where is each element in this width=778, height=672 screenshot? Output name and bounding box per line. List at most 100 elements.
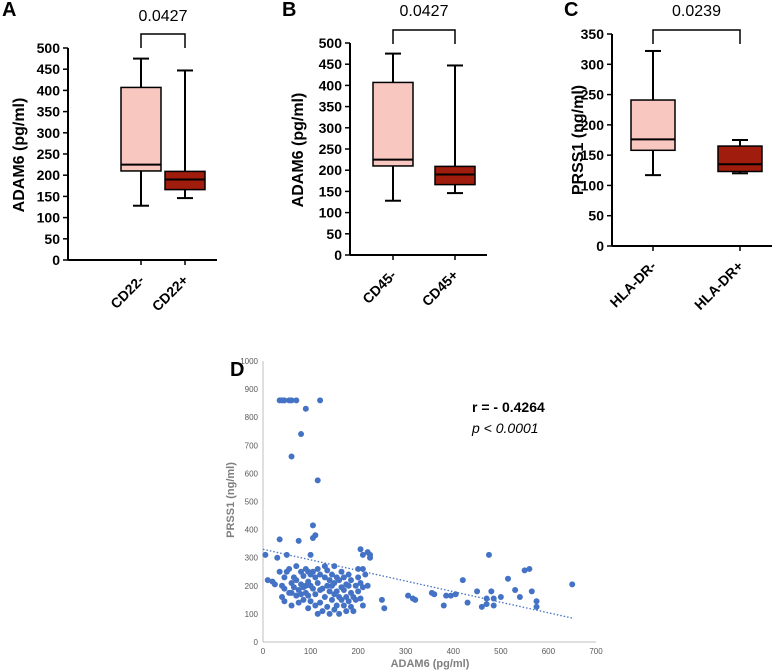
scatter-point bbox=[317, 599, 324, 606]
scatter-y-tick-label: 900 bbox=[245, 385, 259, 394]
scatter-point bbox=[298, 431, 305, 438]
scatter-point bbox=[378, 596, 385, 603]
category-label: HLA-DR- bbox=[607, 258, 660, 311]
scatter-point bbox=[431, 591, 438, 598]
scatter-x-tick-label: 700 bbox=[589, 647, 603, 656]
scatter-point bbox=[293, 592, 300, 599]
scatter-point bbox=[355, 588, 362, 595]
scatter-x-tick-label: 500 bbox=[494, 647, 508, 656]
scatter-y-tick-label: 800 bbox=[245, 413, 259, 422]
scatter-x-tick-label: 0 bbox=[261, 647, 266, 656]
panel-b: B ADAM6 (pg/ml) 0 50 100 150 200 250 300 350 400… bbox=[282, 0, 487, 309]
scatter-point bbox=[333, 588, 340, 595]
scatter-point bbox=[326, 588, 333, 595]
scatter-point bbox=[364, 582, 371, 589]
scatter-point bbox=[348, 577, 355, 584]
scatter-point bbox=[293, 577, 300, 584]
panel-a: A ADAM6 (pg/ml) 0 50 100 150 200 250 300 350 400… bbox=[2, 0, 217, 314]
y-tick-label: 250 bbox=[581, 87, 605, 103]
scatter-point bbox=[464, 599, 471, 606]
scatter-point bbox=[283, 551, 290, 558]
y-tick-label: 0 bbox=[52, 252, 60, 268]
scatter-point bbox=[288, 589, 295, 596]
scatter-point bbox=[300, 596, 307, 603]
significance-bracket bbox=[140, 33, 186, 48]
significance-bracket bbox=[652, 29, 741, 44]
y-tick-label: 250 bbox=[319, 141, 343, 157]
scatter-point bbox=[290, 584, 297, 591]
panel-letter-a: A bbox=[2, 0, 16, 21]
scatter-point bbox=[412, 596, 419, 603]
scatter-point bbox=[317, 571, 324, 578]
y-tick-label: 350 bbox=[319, 99, 343, 115]
scatter-point bbox=[307, 598, 314, 605]
y-tick-label: 200 bbox=[581, 117, 605, 133]
box-hla-dr- bbox=[630, 49, 676, 177]
box-iqr bbox=[120, 86, 162, 172]
y-tick-label: 350 bbox=[37, 104, 61, 120]
scatter-point bbox=[324, 567, 331, 574]
y-tick-label: 100 bbox=[581, 177, 605, 193]
significance-bracket bbox=[392, 29, 456, 44]
scatter-point bbox=[478, 603, 485, 610]
y-tick-label: 400 bbox=[37, 82, 61, 98]
p-value-label: 0.0427 bbox=[139, 8, 188, 25]
panel-c-y-axis-label: PRSS1 (ng/ml) bbox=[570, 85, 587, 195]
scatter-point bbox=[300, 572, 307, 579]
scatter-point bbox=[309, 568, 316, 575]
scatter-point bbox=[569, 581, 576, 588]
scatter-point bbox=[288, 397, 295, 404]
box-iqr bbox=[434, 165, 476, 186]
scatter-point bbox=[488, 588, 495, 595]
scatter-point bbox=[359, 565, 366, 572]
y-tick-label: 100 bbox=[319, 205, 343, 221]
scatter-point bbox=[309, 522, 316, 529]
scatter-point bbox=[343, 608, 350, 615]
y-tick-label: 50 bbox=[44, 231, 60, 247]
p-value-label: 0.0239 bbox=[672, 3, 721, 20]
box-iqr bbox=[164, 170, 206, 191]
panel-letter-c: C bbox=[564, 0, 578, 21]
scatter-point bbox=[521, 567, 528, 574]
scatter-point bbox=[367, 554, 374, 561]
scatter-point bbox=[319, 585, 326, 592]
y-tick-label: 500 bbox=[37, 40, 61, 56]
panel-c: C PRSS1 (ng/ml) 0 50 100 150 200 250 300 350 HLA… bbox=[564, 0, 772, 313]
y-tick-label: 450 bbox=[319, 56, 343, 72]
scatter-point bbox=[324, 582, 331, 589]
scatter-point bbox=[326, 610, 333, 617]
scatter-point bbox=[262, 551, 269, 558]
category-label: CD22- bbox=[107, 272, 147, 312]
scatter-point bbox=[355, 565, 362, 572]
scatter-point bbox=[276, 568, 283, 575]
y-tick-label: 150 bbox=[319, 183, 343, 199]
y-tick-label: 200 bbox=[319, 162, 343, 178]
scatter-point bbox=[309, 585, 316, 592]
scatter-point bbox=[526, 565, 533, 572]
panel-c-plot: 0 50 100 150 200 250 300 350 HLA-DR- HLA-DR+ 0.023… bbox=[581, 3, 772, 313]
scatter-point bbox=[362, 571, 369, 578]
scatter-point bbox=[516, 594, 523, 601]
scatter-point bbox=[359, 584, 366, 591]
scatter-x-tick-label: 400 bbox=[447, 647, 461, 656]
scatter-y-tick-label: 400 bbox=[245, 526, 259, 535]
scatter-point bbox=[352, 582, 359, 589]
scatter-point bbox=[350, 608, 357, 615]
scatter-y-tick-label: 0 bbox=[254, 638, 259, 647]
scatter-point bbox=[533, 603, 540, 610]
scatter-point bbox=[504, 575, 511, 582]
panel-b-y-axis-label: ADAM6 (pg/ml) bbox=[290, 93, 307, 208]
y-tick-label: 100 bbox=[37, 210, 61, 226]
scatter-point bbox=[288, 602, 295, 609]
scatter-point bbox=[312, 532, 319, 539]
scatter-point bbox=[340, 574, 347, 581]
scatter-point bbox=[281, 397, 288, 404]
scatter-point bbox=[274, 554, 281, 561]
scatter-point bbox=[352, 596, 359, 603]
category-label: CD45- bbox=[359, 267, 399, 307]
scatter-point bbox=[331, 579, 338, 586]
scatter-point bbox=[295, 599, 302, 606]
scatter-point bbox=[326, 577, 333, 584]
scatter-point bbox=[293, 397, 300, 404]
panel-d: D PRSS1 (ng/ml) ADAM6 (pg/ml) r = - 0.42… bbox=[225, 357, 603, 670]
